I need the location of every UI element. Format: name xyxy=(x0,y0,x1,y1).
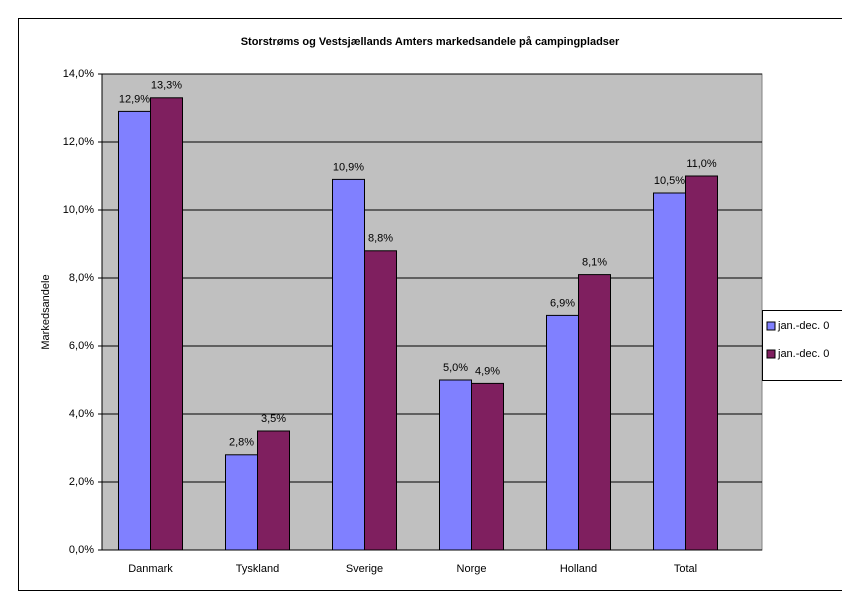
y-tick-label: 2,0% xyxy=(69,476,94,488)
y-tick-label: 14,0% xyxy=(63,68,94,80)
value-label: 4,9% xyxy=(475,365,500,377)
bar xyxy=(578,274,611,551)
legend-swatch xyxy=(766,321,776,331)
value-label: 11,0% xyxy=(686,158,717,170)
y-tick-label: 4,0% xyxy=(69,408,94,420)
x-tick-label: Danmark xyxy=(128,563,173,575)
value-label: 6,9% xyxy=(550,297,575,309)
x-tick-label: Tyskland xyxy=(236,563,279,575)
value-label: 8,8% xyxy=(368,233,393,245)
value-label: 13,3% xyxy=(151,80,182,92)
legend-label: jan.-dec. 0 xyxy=(777,320,829,332)
value-label: 3,5% xyxy=(261,413,286,425)
bar xyxy=(439,379,472,551)
value-label: 5,0% xyxy=(443,362,468,374)
bar xyxy=(546,314,579,551)
bar xyxy=(332,178,365,551)
y-axis-label: Markedsandele xyxy=(40,274,52,349)
legend-box xyxy=(762,310,842,381)
value-label: 10,5% xyxy=(654,175,685,187)
bar xyxy=(685,175,718,551)
plot-area xyxy=(101,73,763,551)
x-tick-label: Holland xyxy=(560,563,597,575)
value-label: 10,9% xyxy=(333,161,364,173)
chart-title: Storstrøms og Vestsjællands Amters marke… xyxy=(241,36,620,48)
y-tick-label: 10,0% xyxy=(63,204,94,216)
x-tick-label: Norge xyxy=(457,563,487,575)
bar xyxy=(364,250,397,551)
bar xyxy=(257,430,290,551)
value-label: 2,8% xyxy=(229,437,254,449)
bar xyxy=(225,454,258,551)
value-label: 12,9% xyxy=(119,93,150,105)
x-tick-label: Total xyxy=(674,563,697,575)
bar xyxy=(471,382,504,551)
bar xyxy=(118,110,151,551)
value-label: 8,1% xyxy=(582,257,607,269)
y-tick-label: 8,0% xyxy=(69,272,94,284)
y-tick-label: 6,0% xyxy=(69,340,94,352)
y-tick-label: 12,0% xyxy=(63,136,94,148)
bar xyxy=(150,97,183,551)
bar xyxy=(653,192,686,551)
legend-label: jan.-dec. 0 xyxy=(777,348,829,360)
legend-swatch xyxy=(766,349,776,359)
x-tick-label: Sverige xyxy=(346,563,383,575)
y-tick-label: 0,0% xyxy=(69,544,94,556)
